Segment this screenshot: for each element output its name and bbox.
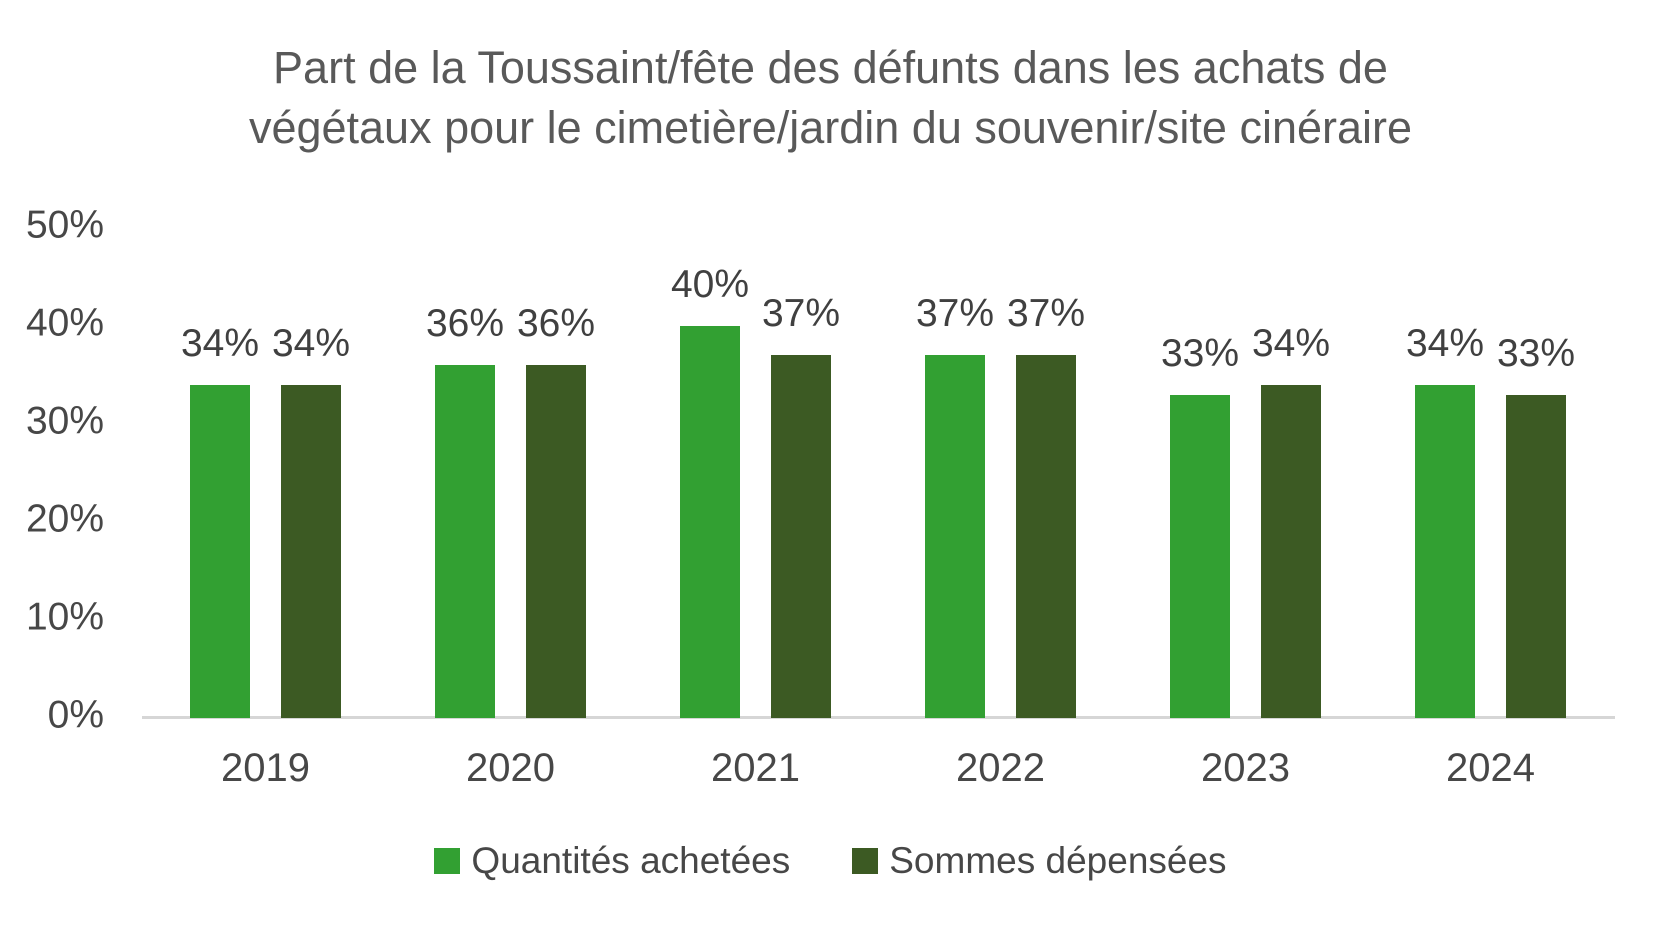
bar-quantites-achetees-2020 [435, 365, 495, 718]
data-label-sommes-depensees-2022: 37% [1006, 292, 1086, 335]
legend-label-quantites-achetees: Quantités achetées [471, 840, 791, 881]
data-label-sommes-depensees-2024: 33% [1496, 332, 1576, 375]
x-axis-label-2020: 2020 [466, 746, 555, 790]
bar-quantites-achetees-2024 [1415, 385, 1475, 718]
y-tick-label-10: 10% [25, 595, 104, 639]
data-label-sommes-depensees-2023: 34% [1251, 322, 1331, 365]
x-axis-label-2019: 2019 [221, 746, 310, 790]
data-label-sommes-depensees-2019: 34% [271, 322, 351, 365]
legend-swatch-quantites-achetees [434, 848, 461, 874]
x-axis-label-2023: 2023 [1201, 746, 1290, 790]
bar-group-2019: 34% 34% [143, 228, 388, 718]
bar-sommes-depensees-2022 [1016, 355, 1076, 718]
bar-group-2020: 36% 36% [388, 228, 633, 718]
x-axis-label-2022: 2022 [956, 746, 1045, 790]
legend-swatch-sommes-depensees [852, 848, 879, 874]
y-tick-label-50: 50% [25, 203, 104, 247]
bar-sommes-depensees-2024 [1506, 395, 1566, 718]
chart-title-line-1: Part de la Toussaint/fête des défunts da… [273, 42, 1388, 93]
bar-quantites-achetees-2023 [1170, 395, 1230, 718]
y-tick-label-0: 0% [47, 693, 104, 737]
bar-sommes-depensees-2020 [526, 365, 586, 718]
bar-sommes-depensees-2019 [281, 385, 341, 718]
bar-group-2021: 40% 37% [633, 228, 878, 718]
data-label-quantites-achetees-2019: 34% [180, 322, 260, 365]
bar-sommes-depensees-2023 [1261, 385, 1321, 718]
x-axis-line [142, 716, 1615, 719]
y-tick-label-40: 40% [25, 301, 104, 345]
legend-label-sommes-depensees: Sommes dépensées [889, 840, 1227, 881]
bar-group-2022: 37% 37% [878, 228, 1123, 718]
data-label-quantites-achetees-2022: 37% [915, 292, 995, 335]
bar-quantites-achetees-2019 [190, 385, 250, 718]
y-tick-label-20: 20% [25, 497, 104, 541]
x-axis-label-2021: 2021 [711, 746, 800, 790]
data-label-quantites-achetees-2020: 36% [425, 302, 505, 345]
chart-title: Part de la Toussaint/fête des défunts da… [0, 38, 1661, 158]
data-label-quantites-achetees-2024: 34% [1405, 322, 1485, 365]
bar-quantites-achetees-2022 [925, 355, 985, 718]
legend-item-sommes-depensees: Sommes dépensées [852, 840, 1227, 882]
bar-group-2023: 33% 34% [1123, 228, 1368, 718]
y-tick-label-30: 30% [25, 399, 104, 443]
legend: Quantités achetées Sommes dépensées [0, 840, 1661, 882]
data-label-sommes-depensees-2021: 37% [761, 292, 841, 335]
data-label-quantites-achetees-2023: 33% [1160, 332, 1240, 375]
plot-area: 34% 34% 36% 36% 40% 37% 37% 37% 33% 34% 34% 33% [143, 228, 1613, 718]
data-label-quantites-achetees-2021: 40% [670, 263, 750, 306]
bar-group-2024: 34% 33% [1368, 228, 1613, 718]
bar-quantites-achetees-2021 [680, 326, 740, 718]
x-axis-label-2024: 2024 [1446, 746, 1535, 790]
data-label-sommes-depensees-2020: 36% [516, 302, 596, 345]
legend-item-quantites-achetees: Quantités achetées [434, 840, 790, 882]
bar-sommes-depensees-2021 [771, 355, 831, 718]
chart-title-line-2: végétaux pour le cimetière/jardin du sou… [248, 102, 1413, 153]
